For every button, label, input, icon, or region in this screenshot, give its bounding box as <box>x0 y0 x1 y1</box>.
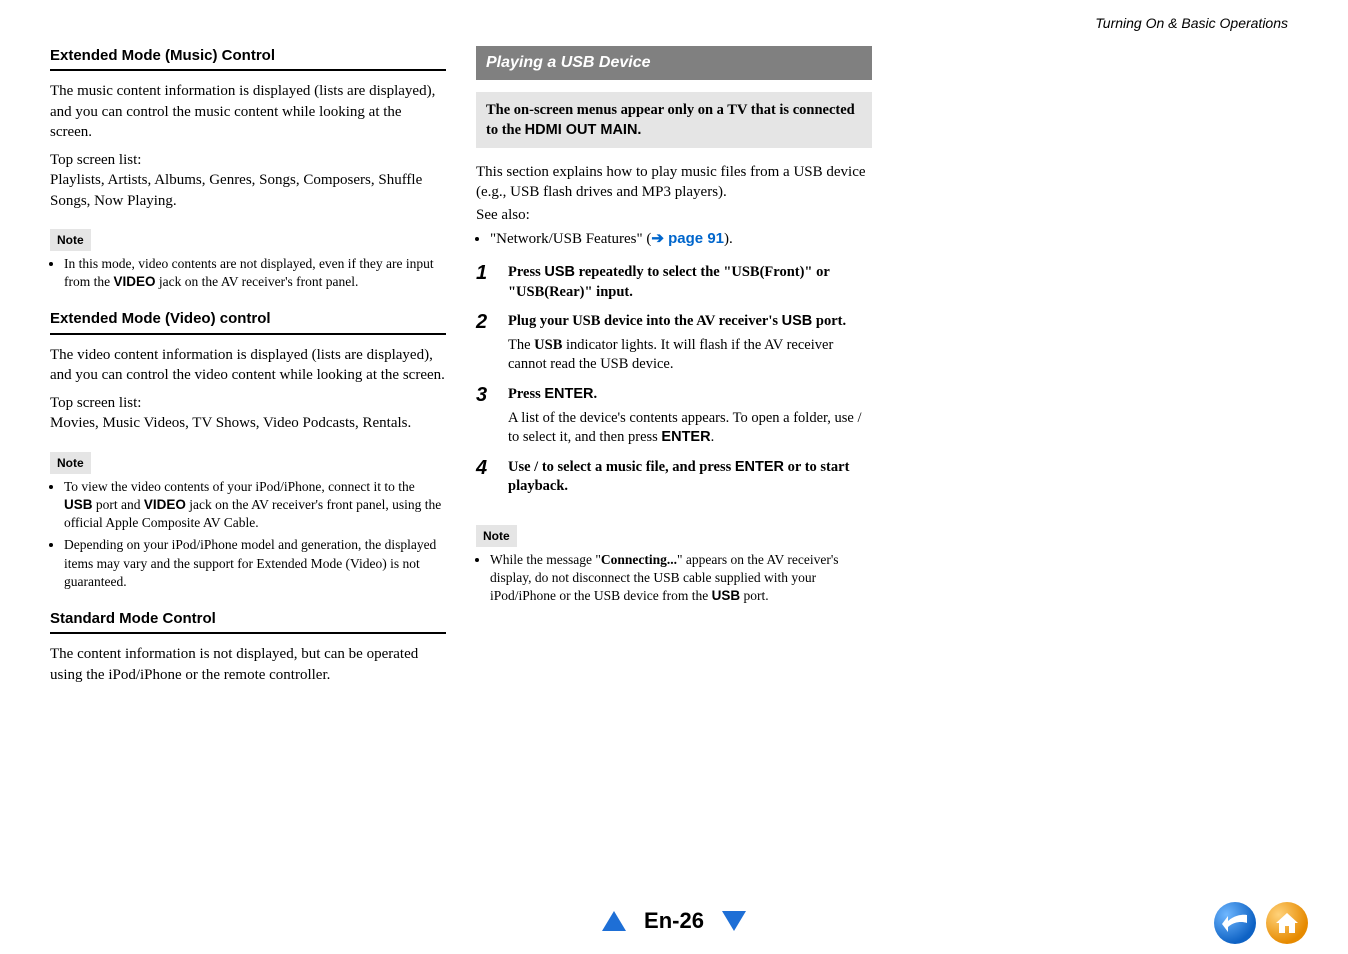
label-video: VIDEO <box>144 497 186 512</box>
body-text: See also: <box>476 205 872 225</box>
body-text: The content information is not displayed… <box>50 644 446 685</box>
step-2: 2 Plug your USB device into the AV recei… <box>476 312 872 375</box>
t: . <box>711 429 715 445</box>
note-list: While the message "Connecting..." appear… <box>476 551 872 606</box>
note-list: To view the video contents of your iPod/… <box>50 478 446 591</box>
step-lead: Press USB repeatedly to select the "USB(… <box>508 264 830 300</box>
step-number: 4 <box>476 458 494 478</box>
t: The <box>508 337 534 353</box>
step-body: Press USB repeatedly to select the "USB(… <box>508 263 872 302</box>
step-body: Plug your USB device into the AV receive… <box>508 312 872 375</box>
label-usb: USB <box>64 497 93 512</box>
page-root: Turning On & Basic Operations Extended M… <box>0 0 1348 954</box>
label-enter: ENTER <box>544 386 593 402</box>
page-up-icon[interactable] <box>602 911 626 931</box>
heading-standard: Standard Mode Control <box>50 609 446 629</box>
link-text: page 91 <box>668 230 724 247</box>
note-label: Note <box>476 525 517 547</box>
body-text: Top screen list: <box>50 393 446 413</box>
column-right <box>902 28 1298 693</box>
step-4: 4 Use / to select a music file, and pres… <box>476 458 872 497</box>
t: Plug your USB device into the AV receive… <box>508 313 782 329</box>
step-number: 2 <box>476 312 494 332</box>
see-also-text: ). <box>724 231 733 247</box>
see-also-list: "Network/USB Features" (➔ page 91). <box>476 229 872 249</box>
info-box: The on-screen menus appear only on a TV … <box>476 92 872 149</box>
t: Press <box>508 264 544 280</box>
step-lead: Plug your USB device into the AV receive… <box>508 313 846 329</box>
list-item: In this mode, video contents are not dis… <box>64 255 446 291</box>
body-text: The video content information is display… <box>50 345 446 386</box>
home-icon <box>1275 912 1299 934</box>
step-sub: A list of the device's contents appears.… <box>508 409 872 448</box>
column-middle: Playing a USB Device The on-screen menus… <box>476 28 872 693</box>
note-text: port and <box>93 497 144 512</box>
back-button[interactable] <box>1214 902 1256 944</box>
body-text: Movies, Music Videos, TV Shows, Video Po… <box>50 413 446 433</box>
section-title-usb: Playing a USB Device <box>476 46 872 80</box>
arrow-icon: ➔ <box>651 230 668 247</box>
column-left: Extended Mode (Music) Control The music … <box>50 28 446 693</box>
body-text: This section explains how to play music … <box>476 162 872 203</box>
note-text: To view the video contents of your iPod/… <box>64 479 415 494</box>
step-body: Press ENTER. A list of the device's cont… <box>508 385 872 448</box>
list-item: While the message "Connecting..." appear… <box>490 551 872 606</box>
nav-buttons <box>1214 902 1308 944</box>
steps-list: 1 Press USB repeatedly to select the "US… <box>476 263 872 497</box>
heading-ext-music: Extended Mode (Music) Control <box>50 46 446 66</box>
step-lead: Press ENTER. <box>508 386 597 402</box>
step-lead: Use / to select a music file, and press … <box>508 459 849 495</box>
label-hdmi: HDMI OUT MAIN. <box>525 122 642 138</box>
note-label: Note <box>50 229 91 251</box>
page-number: En-26 <box>644 906 704 936</box>
label-video: VIDEO <box>114 274 156 289</box>
rule <box>50 69 446 71</box>
t: Press <box>508 386 544 402</box>
heading-ext-video: Extended Mode (Video) control <box>50 309 446 329</box>
label-usb: USB <box>782 313 813 329</box>
note-label: Note <box>50 452 91 474</box>
step-number: 3 <box>476 385 494 405</box>
label-usb-bold: USB <box>534 337 562 353</box>
body-text: Playlists, Artists, Albums, Genres, Song… <box>50 170 446 211</box>
list-item: Depending on your iPod/iPhone model and … <box>64 536 446 591</box>
list-item: To view the video contents of your iPod/… <box>64 478 446 533</box>
note-text: jack on the AV receiver's front panel. <box>156 274 359 289</box>
note-text: While the message " <box>490 552 601 567</box>
step-sub: The USB indicator lights. It will flash … <box>508 336 872 375</box>
t: port. <box>812 313 846 329</box>
list-item: "Network/USB Features" (➔ page 91). <box>490 229 872 249</box>
see-also-text: "Network/USB Features" ( <box>490 231 651 247</box>
back-arrow-icon <box>1222 913 1248 933</box>
rule <box>50 333 446 335</box>
note-text: port. <box>740 588 769 603</box>
body-text: Top screen list: <box>50 150 446 170</box>
content-columns: Extended Mode (Music) Control The music … <box>50 28 1298 693</box>
step-1: 1 Press USB repeatedly to select the "US… <box>476 263 872 302</box>
rule <box>50 632 446 634</box>
label-enter: ENTER <box>735 459 784 475</box>
page-down-icon[interactable] <box>722 911 746 931</box>
step-number: 1 <box>476 263 494 283</box>
label-usb: USB <box>544 264 575 280</box>
label-enter: ENTER <box>661 429 710 445</box>
step-body: Use / to select a music file, and press … <box>508 458 872 497</box>
breadcrumb: Turning On & Basic Operations <box>1095 14 1288 33</box>
body-text: The music content information is display… <box>50 81 446 142</box>
home-button[interactable] <box>1266 902 1308 944</box>
step-3: 3 Press ENTER. A list of the device's co… <box>476 385 872 448</box>
note-list: In this mode, video contents are not dis… <box>50 255 446 291</box>
link-page-91[interactable]: ➔ page 91 <box>651 230 724 247</box>
label-connecting: Connecting... <box>601 552 677 567</box>
label-usb: USB <box>712 588 741 603</box>
t: . <box>594 386 598 402</box>
page-footer: En-26 <box>0 906 1348 936</box>
t: Use / to select a music file, and press <box>508 459 735 475</box>
